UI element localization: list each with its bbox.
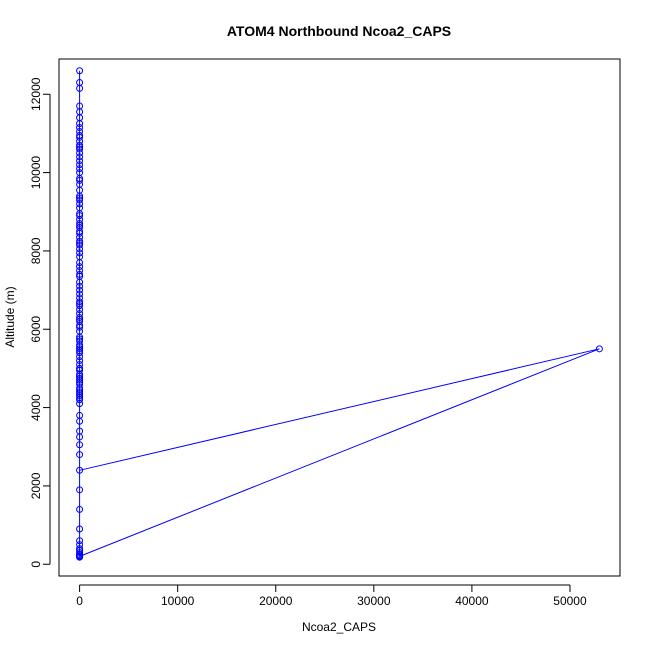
data-point xyxy=(76,102,84,110)
data-point xyxy=(76,67,84,75)
x-tick-label: 20000 xyxy=(259,594,293,608)
data-point xyxy=(76,396,84,404)
data-point xyxy=(76,200,84,208)
x-tick-label: 10000 xyxy=(161,594,195,608)
data-point xyxy=(76,294,84,302)
x-axis: 0 10000 20000 30000 40000 50000 xyxy=(76,584,587,608)
data-point xyxy=(76,263,84,271)
data-point xyxy=(76,552,84,560)
data-point xyxy=(76,441,84,449)
data-point xyxy=(76,79,84,86)
x-tick-label: 40000 xyxy=(455,594,489,608)
data-point xyxy=(76,376,84,384)
series-line xyxy=(79,70,600,558)
data-point xyxy=(76,133,84,141)
data-point xyxy=(76,278,84,286)
x-tick-label: 50000 xyxy=(553,594,587,608)
data-point xyxy=(76,259,84,267)
data-point xyxy=(76,451,84,459)
data-point xyxy=(76,314,84,321)
series-points-group xyxy=(76,67,603,561)
x-axis-label: Ncoa2_CAPS xyxy=(302,620,376,634)
y-tick-label: 2000 xyxy=(29,472,43,499)
data-point xyxy=(76,124,84,132)
data-point xyxy=(76,237,84,245)
data-point xyxy=(76,384,84,392)
data-point xyxy=(76,364,84,372)
data-point xyxy=(76,486,84,494)
data-point xyxy=(76,349,84,357)
data-point xyxy=(76,353,84,361)
plot-frame xyxy=(58,58,621,577)
y-tick-label: 10000 xyxy=(29,156,43,190)
data-point xyxy=(76,141,84,149)
data-point xyxy=(76,302,84,310)
data-point xyxy=(76,176,84,184)
series-line-group xyxy=(79,70,600,558)
y-tick-label: 6000 xyxy=(29,316,43,343)
data-point xyxy=(76,392,84,400)
y-tick-label: 4000 xyxy=(29,394,43,421)
data-point xyxy=(76,212,84,220)
data-point xyxy=(76,196,84,204)
data-point xyxy=(595,345,603,353)
data-point xyxy=(76,290,84,298)
data-point xyxy=(76,525,84,533)
data-point xyxy=(76,366,84,374)
data-point xyxy=(76,411,84,419)
data-point xyxy=(76,286,84,294)
data-point xyxy=(76,345,84,353)
data-point xyxy=(76,505,84,513)
x-tick-label: 30000 xyxy=(357,594,391,608)
data-point xyxy=(76,466,84,474)
data-point xyxy=(76,153,84,161)
data-point xyxy=(76,549,84,556)
data-point xyxy=(76,357,84,365)
y-axis: 0 2000 4000 6000 8000 10000 12000 xyxy=(29,77,51,568)
data-point xyxy=(76,282,84,290)
data-point xyxy=(76,306,84,314)
data-point xyxy=(76,149,84,157)
x-tick-label: 0 xyxy=(76,594,83,608)
data-point xyxy=(76,157,84,165)
data-point xyxy=(76,145,84,153)
data-point xyxy=(76,210,84,218)
data-point xyxy=(76,249,84,257)
y-tick-label: 0 xyxy=(29,561,43,568)
data-point xyxy=(76,327,84,335)
data-point xyxy=(76,298,84,306)
data-point xyxy=(76,400,84,408)
data-point xyxy=(76,161,84,169)
y-tick-label: 12000 xyxy=(29,77,43,111)
data-point xyxy=(76,180,84,188)
data-point xyxy=(76,120,84,128)
data-point xyxy=(76,241,84,249)
data-point xyxy=(76,545,84,553)
data-point xyxy=(76,229,84,237)
data-point xyxy=(76,165,84,173)
data-point xyxy=(76,433,84,441)
data-point xyxy=(76,537,84,545)
data-point xyxy=(76,220,84,227)
data-point xyxy=(76,270,84,278)
data-point xyxy=(76,323,84,331)
y-tick-label: 8000 xyxy=(29,237,43,264)
chart-title: ATOM4 Northbound Ncoa2_CAPS xyxy=(227,23,451,39)
data-point xyxy=(76,245,84,253)
y-axis-label: Altitude (m) xyxy=(3,286,17,347)
